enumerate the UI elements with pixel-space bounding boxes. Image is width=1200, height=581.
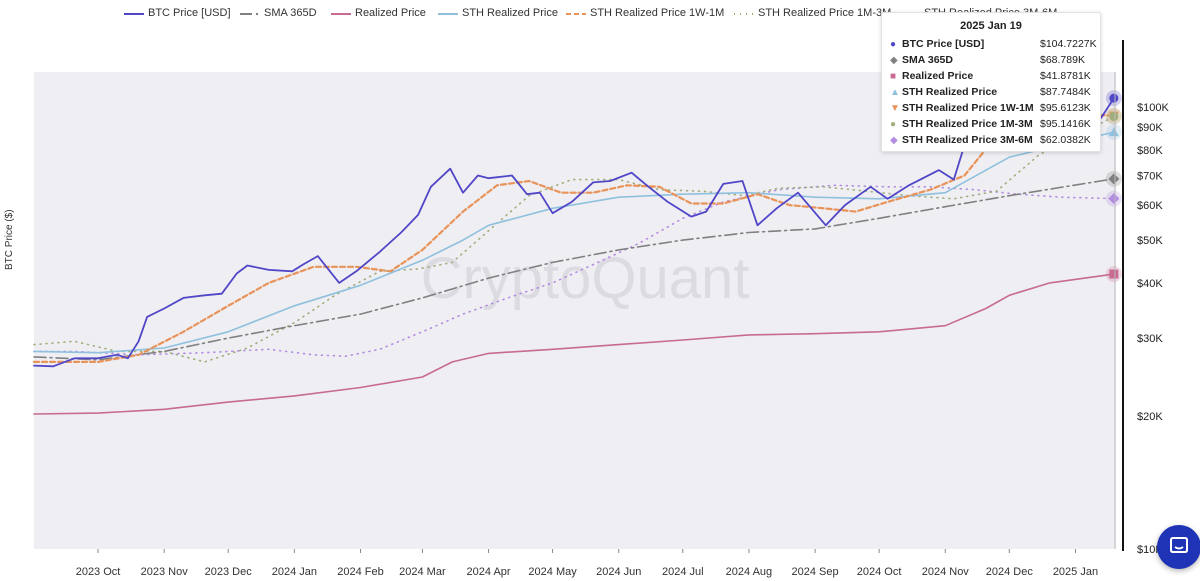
y-tick-label: $20K — [1137, 411, 1163, 423]
legend-swatch-realized — [331, 13, 351, 15]
x-tick-label: 2024 Aug — [726, 566, 773, 578]
end-marker-sma — [1108, 173, 1120, 185]
chat-icon — [1170, 537, 1188, 553]
x-tick-label: 2024 Feb — [337, 566, 383, 578]
x-tick-label: 2024 May — [528, 566, 577, 578]
tooltip-series-value: $104.7227K — [1040, 38, 1097, 50]
tooltip-series-value: $41.8781K — [1040, 70, 1091, 82]
legend-item-sth_1m3m[interactable]: STH Realized Price 1M-3M — [758, 7, 892, 19]
x-tick-label: 2023 Oct — [76, 566, 121, 578]
y-tick-label: $40K — [1137, 278, 1163, 290]
end-marker-sth_1m3m — [1109, 112, 1119, 122]
x-tick-label: 2025 Jan — [1053, 566, 1098, 578]
legend-swatch-sth — [438, 13, 458, 15]
x-tick-label: 2024 Oct — [857, 566, 902, 578]
tooltip-series-value: $62.0382K — [1040, 134, 1091, 146]
tooltip-row-btc: ● BTC Price [USD] $104.7227K — [890, 38, 1097, 54]
legend-item-btc[interactable]: BTC Price [USD] — [148, 7, 231, 19]
tooltip-marker-sth: ▲ — [890, 87, 900, 98]
x-tick-label: 2024 Jul — [662, 566, 704, 578]
tooltip-series-name: STH Realized Price 1M-3M — [902, 118, 1033, 130]
tooltip-series-value: $68.789K — [1040, 54, 1085, 66]
y-tick-label: $70K — [1137, 170, 1163, 182]
x-tick-label: 2023 Dec — [205, 566, 253, 578]
y-tick-label: $80K — [1137, 145, 1163, 157]
tooltip-marker-sth_1w1m: ▼ — [890, 103, 900, 114]
series-line-btc — [33, 94, 1115, 368]
x-axis-ticks: 2023 Oct 2023 Nov 2023 Dec 2024 Jan 2024 Feb… — [76, 549, 1098, 578]
tooltip-series-name: STH Realized Price 1W-1M — [902, 102, 1034, 114]
y-axis-ticks: $10K $20K $30K $40K $50K $60K $70K $80K $90K $100… — [1122, 40, 1169, 556]
legend-swatch-sma — [240, 13, 260, 15]
tooltip-series-name: STH Realized Price — [902, 86, 998, 98]
tooltip-series-name: STH Realized Price 3M-6M — [902, 134, 1033, 146]
tooltip-series-name: Realized Price — [902, 70, 974, 82]
series-line-sth_1m3m — [33, 115, 1115, 363]
tooltip-series-name: SMA 365D — [902, 54, 953, 66]
y-tick-label: $60K — [1137, 200, 1163, 212]
tooltip-series-value: $95.1416K — [1040, 118, 1091, 130]
chat-button[interactable] — [1157, 525, 1200, 569]
y-tick-label: $100K — [1137, 102, 1169, 114]
y-tick-label: $50K — [1137, 235, 1163, 247]
watermark: CryptoQuant — [421, 246, 750, 311]
tooltip-row-realized: ■ Realized Price $41.8781K — [890, 70, 1096, 86]
legend-swatch-btc — [124, 13, 144, 15]
tooltip-date: 2025 Jan 19 — [960, 20, 1022, 32]
legend-item-realized[interactable]: Realized Price — [355, 7, 426, 19]
series-end-markers — [1105, 90, 1122, 283]
y-tick-label: $90K — [1137, 122, 1163, 134]
end-marker-realized — [1109, 269, 1119, 279]
x-tick-label: 2024 Mar — [399, 566, 446, 578]
tooltip-row-sth_1m3m: ● STH Realized Price 1M-3M $95.1416K — [890, 118, 1096, 134]
series-line-sth_1w1m — [32, 111, 1115, 363]
tooltip-marker-sth_3m6m: ◆ — [890, 135, 898, 146]
end-marker-sth_3m6m — [1108, 193, 1120, 205]
y-tick-label: $30K — [1137, 333, 1163, 345]
tooltip-row-sth_3m6m: ◆ STH Realized Price 3M-6M $62.0382K — [890, 134, 1096, 150]
legend-item-sth[interactable]: STH Realized Price — [462, 7, 558, 19]
tooltip-marker-sth_1m3m: ● — [890, 119, 897, 130]
series-group — [32, 94, 1115, 415]
tooltip-marker-btc: ● — [890, 39, 897, 50]
tooltip-row-sth_1w1m: ▼ STH Realized Price 1W-1M $95.6123K — [890, 102, 1096, 118]
legend-swatch-sth_1w1m — [566, 13, 586, 15]
x-tick-label: 2024 Sep — [792, 566, 839, 578]
tooltip-series-value: $87.7484K — [1040, 86, 1091, 98]
tooltip-series-value: $95.6123K — [1040, 102, 1091, 114]
tooltip-row-sma: ◆ SMA 365D $68.789K — [890, 54, 1096, 70]
tooltip-series-name: BTC Price [USD] — [902, 38, 985, 50]
series-line-sma — [33, 178, 1115, 361]
tooltip-marker-realized: ■ — [890, 71, 897, 82]
tooltip: 2025 Jan 19 ● BTC Price [USD] $104.7227K ◆ S… — [881, 12, 1101, 152]
tooltip-row-sth: ▲ STH Realized Price $87.7484K — [890, 86, 1096, 102]
x-tick-label: 2024 Jun — [596, 566, 641, 578]
x-tick-label: 2023 Nov — [141, 566, 189, 578]
tooltip-marker-sma: ◆ — [890, 55, 898, 66]
y-axis-label: BTC Price ($) — [4, 209, 15, 270]
end-marker-sth — [1108, 127, 1119, 137]
y-tick-label: $10K — [1137, 544, 1163, 556]
legend-item-sma[interactable]: SMA 365D — [264, 7, 317, 19]
x-tick-label: 2024 Apr — [467, 566, 511, 578]
x-tick-label: 2024 Dec — [986, 566, 1034, 578]
end-marker-btc — [1109, 93, 1119, 103]
series-line-realized — [33, 273, 1115, 415]
x-tick-label: 2024 Nov — [922, 566, 970, 578]
legend-item-sth_1w1m[interactable]: STH Realized Price 1W-1M — [590, 7, 725, 19]
x-tick-label: 2024 Jan — [272, 566, 317, 578]
